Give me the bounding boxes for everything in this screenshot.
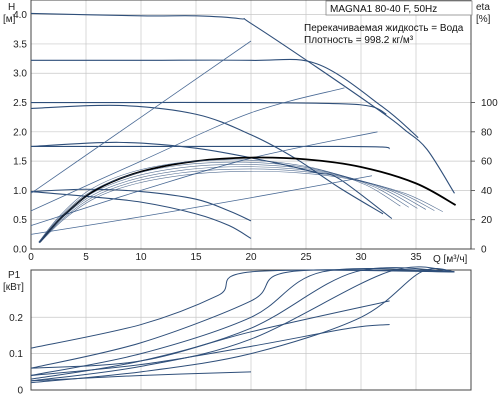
hq-curve (30, 58, 419, 139)
hq-curve (30, 141, 393, 219)
x-tick-label: 35 (410, 252, 422, 263)
y-tick-label: 4.0 (13, 10, 27, 21)
y2-tick-label: 40 (481, 186, 493, 197)
x-tick-label: 30 (355, 252, 367, 263)
y-tick-label: 2.0 (13, 127, 27, 138)
p1-tick-label: 0.2 (9, 313, 23, 324)
efficiency-curve (30, 87, 345, 212)
p1-tick-label: 0.1 (9, 349, 23, 360)
best-efficiency-bundle (38, 164, 418, 243)
x-tick-label: 20 (245, 252, 257, 263)
ylabel-h-unit: [м] (3, 14, 16, 25)
best-efficiency-bundle (39, 170, 443, 244)
x-tick-label: 10 (135, 252, 147, 263)
y-tick-label: 3.0 (13, 69, 27, 80)
title-box-text: MAGNA1 80-40 F, 50Hz (330, 4, 437, 15)
power-curve (30, 267, 455, 384)
density-text: Плотность = 998.2 кг/м³ (304, 35, 414, 46)
power-curve (30, 267, 455, 376)
power-curve (30, 371, 252, 382)
bottom-ticks: 0 0.1 0.2 (9, 313, 23, 397)
y-tick-label: 3.5 (13, 39, 27, 50)
hq-curve (30, 188, 252, 222)
power-curve (30, 300, 390, 369)
power-curve (30, 266, 455, 382)
bottom-plot-frame (30, 269, 472, 391)
x-tick-label: 15 (190, 252, 202, 263)
y-tick-label: 0.0 (13, 245, 27, 256)
hq-curve (30, 12, 455, 194)
x-tick-label: 5 (83, 252, 89, 263)
power-curve (30, 267, 455, 380)
efficiency-curve (30, 40, 252, 194)
ylabel-h-symbol: H (8, 2, 15, 13)
top-ticks: 0 5 10 15 20 25 30 35 0.0 0.5 1.0 1.5 2.0 2.5 3.0 3.5 4.… (13, 10, 498, 263)
hq-curve (30, 145, 390, 150)
best-efficiency-curve (39, 156, 457, 243)
y-tick-label: 1.5 (13, 157, 27, 168)
title-box (325, 0, 473, 16)
power-curve (30, 269, 455, 369)
efficiency-curve (30, 131, 378, 226)
hq-curve (30, 104, 384, 215)
ylabel-p1-unit: [кВт] (3, 282, 24, 293)
bottom-series (30, 266, 455, 384)
y2label-eta-unit: [%] (476, 14, 491, 25)
top-plot-frame (30, 0, 472, 250)
y-tick-label: 1.0 (13, 186, 27, 197)
y2label-eta-symbol: eta (476, 2, 490, 13)
y-tick-label: 2.5 (13, 98, 27, 109)
fluid-text: Перекачиваемая жидкость = Вода (304, 23, 464, 34)
y2-tick-label: 80 (481, 127, 493, 138)
y2-tick-label: 0 (481, 245, 487, 256)
power-curve (30, 269, 455, 349)
top-grid (30, 0, 472, 250)
p1-tick-label: 0 (17, 386, 23, 397)
power-curve (30, 324, 390, 376)
top-series (30, 12, 457, 244)
x-tick-label: 0 (28, 252, 34, 263)
hq-curve (31, 101, 387, 115)
y2-tick-label: 60 (481, 157, 493, 168)
ylabel-p1-symbol: P1 (8, 270, 21, 281)
y-tick-label: 0.5 (13, 215, 27, 226)
y2-tick-label: 20 (481, 215, 493, 226)
y2-tick-label: 100 (481, 98, 498, 109)
efficiency-curve (30, 175, 373, 235)
x-tick-label: 25 (300, 252, 312, 263)
xlabel-q: Q [м³/ч] (433, 254, 468, 265)
